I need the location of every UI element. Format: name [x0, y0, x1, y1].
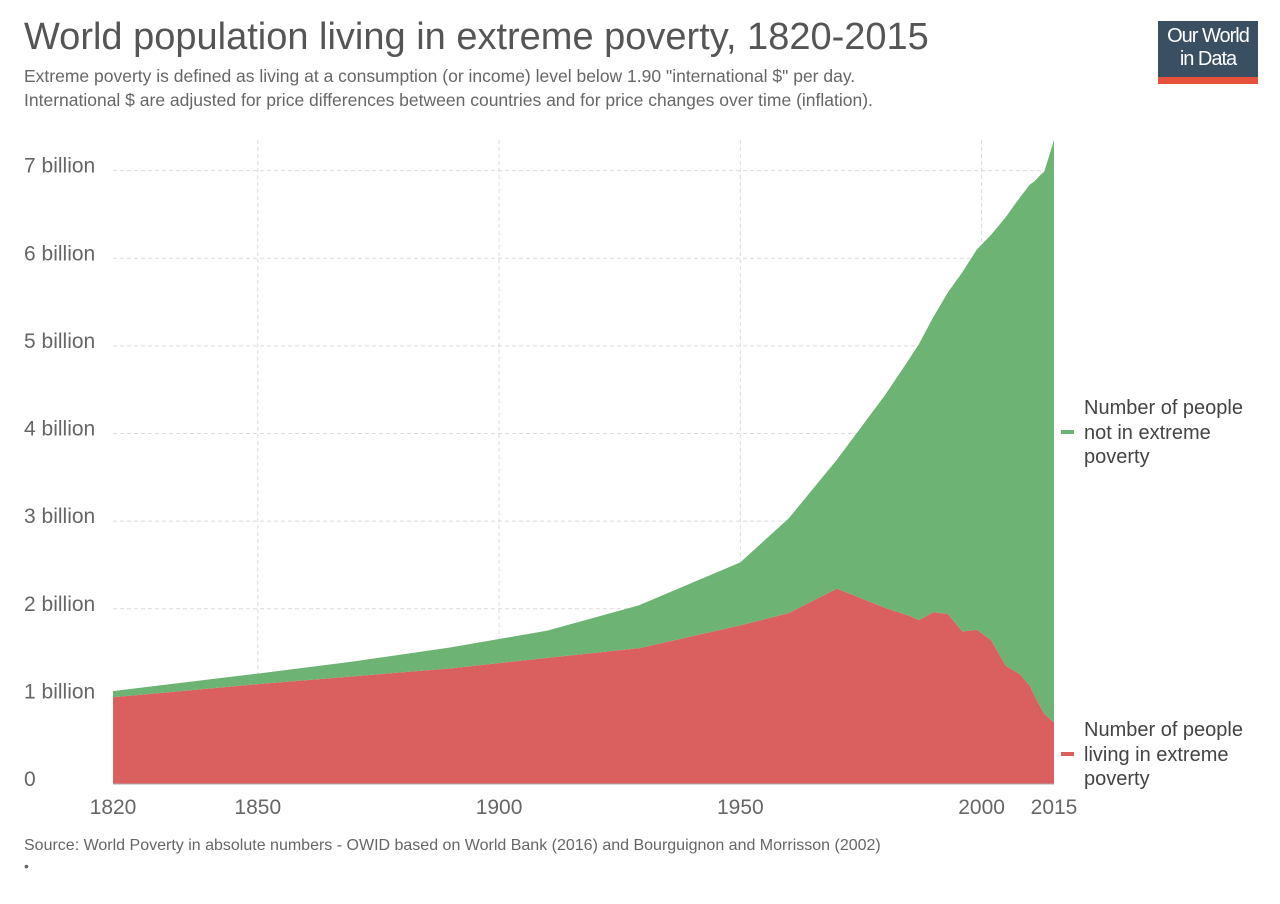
- in-extreme-poverty-area: [113, 588, 1054, 784]
- chart-title: World population living in extreme pover…: [24, 16, 929, 58]
- not-in-extreme-poverty-area: [113, 140, 1054, 723]
- x-tick-label: 2000: [958, 796, 1005, 819]
- y-tick-label: 2 billion: [24, 593, 95, 616]
- y-tick-label: 6 billion: [24, 242, 95, 265]
- legend-item-not-in-extreme-poverty[interactable]: Number of people not in extreme poverty: [1061, 396, 1274, 470]
- x-tick-label: 1900: [476, 796, 523, 819]
- y-tick-label: 3 billion: [24, 505, 95, 528]
- legend-label: Number of people not in extreme poverty: [1084, 397, 1243, 468]
- chart-subtitle-line-1: Extreme poverty is defined as living at …: [24, 66, 856, 86]
- x-tick-label: 1820: [90, 796, 137, 819]
- area-layer: [113, 140, 1054, 784]
- y-tick-label: 4 billion: [24, 418, 95, 441]
- x-tick-label: 2015: [1031, 796, 1078, 819]
- our-world-in-data-logo[interactable]: Our World in Data: [1158, 21, 1258, 84]
- legend-swatch: [1061, 752, 1074, 756]
- legend-label: Number of people living in extreme pover…: [1084, 719, 1243, 790]
- x-tick-label: 1950: [717, 796, 764, 819]
- axis-layer: 0 1 billion 2 billion 3 billion 4 billion 5 b…: [24, 155, 1077, 819]
- logo-line-2: in Data: [1179, 48, 1237, 70]
- logo-line-1: Our World: [1167, 25, 1250, 47]
- source-note: Source: World Poverty in absolute number…: [24, 837, 881, 854]
- y-tick-label: 5 billion: [24, 330, 95, 353]
- y-tick-label: 0: [24, 768, 36, 791]
- legend-item-in-extreme-poverty[interactable]: Number of people living in extreme pover…: [1061, 718, 1274, 792]
- y-tick-label: 1 billion: [24, 680, 95, 703]
- footer-bullet: •: [24, 858, 29, 874]
- chart-subtitle-line-2: International $ are adjusted for price d…: [24, 90, 873, 110]
- x-tick-label: 1850: [234, 796, 281, 819]
- legend-swatch: [1061, 430, 1074, 434]
- y-tick-label: 7 billion: [24, 155, 95, 178]
- logo-accent-bar: [1158, 77, 1258, 84]
